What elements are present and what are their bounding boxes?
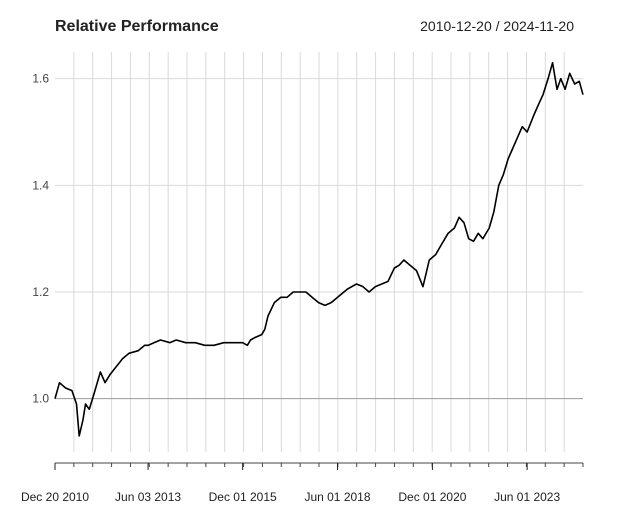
- vertical-gridlines: [73, 52, 565, 452]
- y-tick-label: 1.4: [32, 178, 49, 192]
- chart-title: Relative Performance: [55, 18, 219, 35]
- x-tick-label: Dec 01 2015: [209, 490, 277, 504]
- horizontal-gridlines: [55, 78, 583, 293]
- x-tick-label: Dec 01 2020: [398, 490, 466, 504]
- x-tick-label: Dec 20 2010: [21, 490, 89, 504]
- x-axis: Dec 20 2010 Jun 03 2013 Dec 01 2015 Jun 01 …: [21, 462, 584, 504]
- y-tick-label: 1.0: [32, 392, 49, 406]
- x-tick-label: Jun 01 2023: [494, 490, 560, 504]
- x-tick-label: Jun 03 2013: [115, 490, 181, 504]
- series-line-relative-performance: [54, 61, 584, 437]
- y-tick-label: 1.2: [32, 285, 49, 299]
- plot-area: [54, 61, 584, 437]
- date-range-label: 2010-12-20 / 2024-11-20: [420, 18, 574, 34]
- y-axis-ticks: 1.0 1.2 1.4 1.6: [32, 72, 49, 406]
- x-tick-label: Jun 01 2018: [304, 490, 370, 504]
- y-tick-label: 1.6: [32, 72, 49, 86]
